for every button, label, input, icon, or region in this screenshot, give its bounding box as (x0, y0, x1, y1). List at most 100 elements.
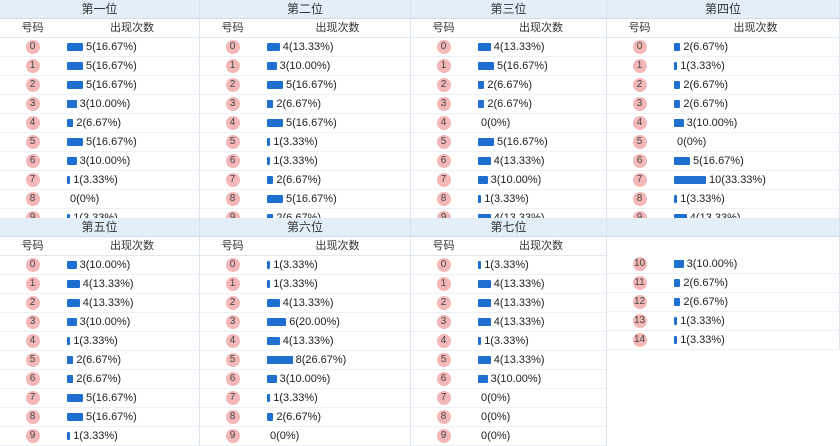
header-number: 号码 (432, 240, 455, 252)
count-label: 3(10.00%) (490, 373, 542, 385)
count-cell: 4(13.33%) (476, 41, 606, 53)
count-cell: 2(6.67%) (672, 98, 839, 110)
count-bar (478, 318, 491, 326)
count-label: 0(0%) (70, 193, 100, 205)
frequency-row: 2 4(13.33%) (200, 294, 410, 313)
count-bar (674, 260, 684, 268)
count-bar (267, 138, 271, 146)
frequency-row: 0 4(13.33%) (200, 38, 410, 57)
frequency-row: 6 3(10.00%) (200, 370, 410, 389)
number-cell: 14 (607, 333, 672, 347)
panel-header: 号码 出现次数 (411, 19, 606, 38)
number-cell: 3 (200, 97, 265, 111)
count-cell: 6(20.00%) (265, 316, 410, 328)
frequency-row: 1 1(3.33%) (200, 275, 410, 294)
number-cell: 7 (200, 391, 265, 405)
count-label: 4(13.33%) (493, 155, 545, 167)
frequency-row: 7 1(3.33%) (0, 171, 199, 190)
count-cell: 3(10.00%) (265, 60, 410, 72)
position-panel: 第五位 号码 出现次数 0 3(10.00%) 1 4(13.33%) 2 4(13.33%) 3… (0, 218, 200, 446)
count-cell: 1(3.33%) (476, 335, 606, 347)
position-panel: 第六位 号码 出现次数 0 1(3.33%) 1 1(3.33%) 2 4(13.33%) 3 6(… (200, 218, 411, 446)
number-ball: 5 (25, 353, 40, 367)
count-label: 1(3.33%) (484, 193, 529, 205)
count-bar (267, 43, 280, 51)
count-bar (478, 195, 482, 203)
count-bar (267, 413, 274, 421)
count-cell: 2(6.67%) (65, 354, 199, 366)
number-cell: 6 (607, 154, 672, 168)
number-cell: 5 (411, 353, 476, 367)
number-ball: 6 (25, 372, 40, 386)
count-bar (478, 280, 491, 288)
number-ball: 11 (632, 276, 647, 290)
number-cell: 8 (0, 410, 65, 424)
count-bar (67, 413, 83, 421)
number-cell: 5 (200, 353, 265, 367)
number-cell: 8 (0, 192, 65, 206)
number-ball: 0 (225, 258, 240, 272)
frequency-row: 4 3(10.00%) (607, 114, 839, 133)
number-cell: 3 (607, 97, 672, 111)
count-cell: 1(3.33%) (672, 193, 839, 205)
number-ball: 6 (632, 154, 647, 168)
count-cell: 2(6.67%) (65, 117, 199, 129)
count-cell: 1(3.33%) (265, 278, 410, 290)
count-label: 2(6.67%) (276, 174, 322, 186)
frequency-row: 2 2(6.67%) (607, 76, 839, 95)
position-panel: 第三位 号码 出现次数 0 4(13.33%) 1 5(16.67%) 2 2(6.67%) 3 2… (411, 0, 607, 228)
count-bar (267, 299, 280, 307)
count-bar (267, 261, 271, 269)
count-label: 3(10.00%) (79, 155, 131, 167)
count-cell: 5(16.67%) (265, 79, 410, 91)
number-cell: 13 (607, 314, 672, 328)
count-cell: 5(16.67%) (65, 41, 199, 53)
frequency-row: 2 4(13.33%) (0, 294, 199, 313)
count-cell: 4(13.33%) (265, 335, 410, 347)
number-cell: 7 (411, 173, 476, 187)
count-label: 4(13.33%) (282, 297, 334, 309)
panel-header: 号码 出现次数 (0, 237, 199, 256)
frequency-row: 7 10(33.33%) (607, 171, 839, 190)
number-ball: 2 (632, 78, 647, 92)
number-ball: 1 (225, 277, 240, 291)
number-cell: 3 (411, 97, 476, 111)
number-cell: 1 (411, 59, 476, 73)
count-cell: 5(16.67%) (65, 60, 199, 72)
count-label: 1(3.33%) (273, 259, 318, 271)
frequency-row: 4 4(13.33%) (200, 332, 410, 351)
count-bar (478, 62, 494, 70)
count-bar (267, 337, 280, 345)
frequency-row: 3 6(20.00%) (200, 313, 410, 332)
number-cell: 7 (200, 173, 265, 187)
panel-title: 第三位 (411, 0, 606, 19)
count-label: 0(0%) (481, 430, 511, 442)
count-cell: 3(10.00%) (65, 316, 199, 328)
header-number: 号码 (628, 22, 651, 34)
number-ball: 5 (436, 135, 451, 149)
count-cell: 4(13.33%) (476, 155, 606, 167)
panel-title: 第一位 (0, 0, 199, 19)
number-cell: 0 (200, 258, 265, 272)
header-number: 号码 (221, 22, 244, 34)
count-bar (67, 261, 77, 269)
count-bar (267, 318, 287, 326)
frequency-row: 5 1(3.33%) (200, 133, 410, 152)
count-cell: 3(10.00%) (672, 258, 839, 270)
count-label: 1(3.33%) (73, 335, 118, 347)
count-label: 3(10.00%) (79, 259, 131, 271)
frequency-row: 4 5(16.67%) (200, 114, 410, 133)
count-bar (267, 394, 271, 402)
number-ball: 1 (436, 277, 451, 291)
number-ball: 5 (632, 135, 647, 149)
number-cell: 0 (0, 258, 65, 272)
count-label: 4(13.33%) (82, 297, 134, 309)
count-label: 3(10.00%) (79, 316, 131, 328)
frequency-row: 6 4(13.33%) (411, 152, 606, 171)
number-cell: 7 (411, 391, 476, 405)
count-label: 2(6.67%) (683, 41, 729, 53)
count-cell: 1(3.33%) (265, 136, 410, 148)
count-cell: 1(3.33%) (65, 335, 199, 347)
number-cell: 11 (607, 276, 672, 290)
panel-header: 号码 出现次数 (607, 19, 839, 38)
